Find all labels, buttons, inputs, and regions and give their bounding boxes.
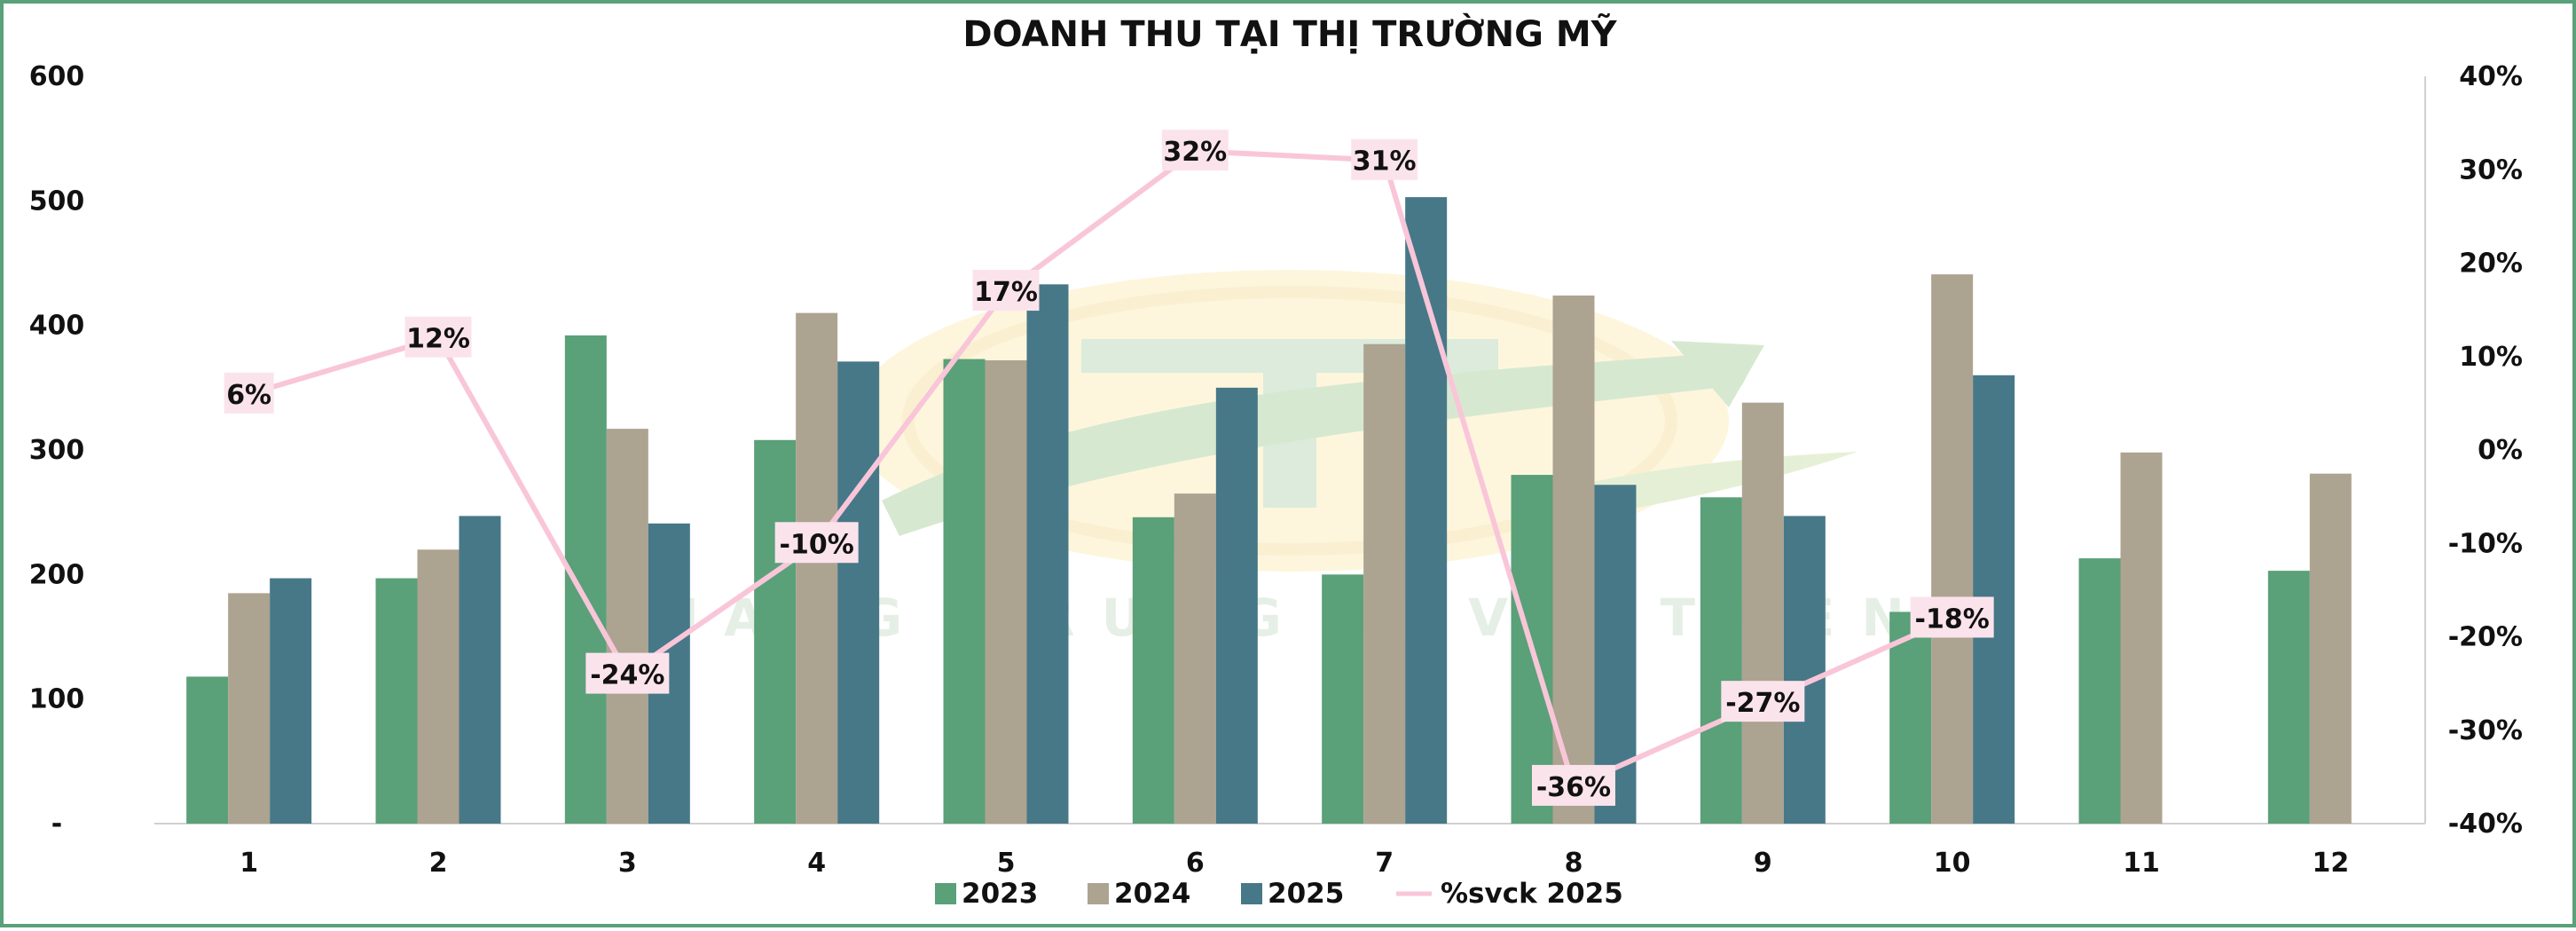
pct-line-series: 6% 12% -24% -10% 17% 32% 31% -36% -27% -18%: [224, 130, 1994, 806]
x-tick-label: 3: [618, 848, 637, 879]
legend-label: %svck 2025: [1441, 878, 1623, 910]
x-tick-label: 11: [2123, 848, 2160, 879]
bar-2023-10: [1889, 611, 1932, 824]
x-axis: 1 2 3 4 5 6 7 8 9 10 11 12: [240, 848, 2349, 879]
bar-2025-2: [459, 516, 501, 824]
bar-2023-11: [2078, 558, 2121, 824]
bar-2023-7: [1322, 574, 1364, 824]
right-axis: -40% -30% -20% -10% 0% 10% 20% 30% 40%: [2424, 61, 2523, 840]
pct-label-box: [1721, 681, 1805, 722]
pct-data-label: -18%: [1915, 604, 1990, 635]
y-right-tick-label: 30%: [2459, 154, 2523, 185]
pct-data-label: 17%: [974, 277, 1038, 308]
bar-2025-6: [1215, 387, 1258, 824]
legend: 2023 2024 2025 %svck 2025: [935, 878, 1623, 910]
pct-data-label: -24%: [590, 660, 664, 691]
pct-label-box: [404, 316, 472, 358]
bar-2025-9: [1783, 516, 1826, 824]
bar-2024-12: [2309, 473, 2352, 824]
pct-label-box: [1910, 596, 1994, 638]
pct-data-label: 32%: [1163, 137, 1227, 168]
y-left-tick-label: 400: [29, 311, 85, 342]
bar-2023-6: [1132, 517, 1174, 824]
bar-2023-12: [2267, 571, 2310, 824]
pct-line: [247, 148, 1953, 789]
bar-2024-2: [417, 549, 459, 824]
x-tick-label: 1: [240, 848, 258, 879]
bar-2024-11: [2120, 452, 2163, 824]
legend-swatch: [935, 883, 956, 904]
y-left-tick-label: 100: [29, 684, 85, 715]
bar-2024-6: [1174, 493, 1216, 824]
pct-data-label: -36%: [1536, 772, 1611, 803]
bar-2023-1: [186, 676, 229, 824]
x-tick-label: 2: [429, 848, 448, 879]
legend-label: 2023: [962, 878, 1038, 910]
y-right-tick-label: 0%: [2478, 435, 2523, 466]
bar-2023-2: [375, 578, 418, 824]
bar-2025-1: [270, 578, 312, 824]
bar-2023-4: [754, 439, 797, 824]
pct-label-box: [1532, 764, 1615, 806]
bar-2024-3: [606, 429, 648, 824]
y-left-tick-label: 200: [29, 559, 85, 590]
y-left-tick-label: 500: [29, 185, 85, 217]
pct-label-box: [1351, 138, 1418, 180]
y-right-tick-label: 40%: [2459, 61, 2523, 92]
bar-2024-10: [1931, 274, 1974, 824]
pct-data-label: -10%: [780, 529, 854, 560]
pct-data-label: 12%: [406, 324, 470, 355]
revenue-chart: QUANG TRUNG INVESTMENT DOANH THU TẠI THỊ…: [29, 12, 2523, 910]
bar-series: [186, 197, 2352, 824]
pct-label-box: [224, 372, 274, 414]
bar-2025-5: [1026, 284, 1069, 824]
bar-2024-1: [228, 593, 271, 824]
bar-2025-4: [837, 361, 880, 824]
bar-2023-9: [1700, 497, 1742, 824]
bar-2024-9: [1741, 402, 1784, 824]
x-tick-label: 7: [1375, 848, 1394, 879]
bar-2023-5: [943, 359, 986, 824]
x-tick-label: 5: [997, 848, 1016, 879]
y-right-tick-label: -30%: [2448, 715, 2523, 746]
pct-data-label: 6%: [226, 380, 271, 411]
pct-label-box: [1161, 130, 1229, 171]
legend-label: 2025: [1268, 878, 1344, 910]
x-tick-label: 8: [1565, 848, 1583, 879]
y-right-tick-label: -40%: [2448, 809, 2523, 840]
x-tick-label: 6: [1186, 848, 1205, 879]
y-right-tick-label: -10%: [2448, 528, 2523, 559]
pct-data-label: 31%: [1353, 146, 1417, 178]
pct-label-box: [585, 652, 670, 694]
y-right-tick-label: 20%: [2459, 249, 2523, 280]
x-tick-label: 4: [807, 848, 826, 879]
bar-2024-7: [1363, 343, 1406, 824]
x-tick-label: 9: [1754, 848, 1772, 879]
x-tick-label: 10: [1934, 848, 1971, 879]
y-left-tick-label: 600: [29, 61, 85, 92]
y-left-tick-label: 300: [29, 435, 85, 466]
pct-label-box: [774, 522, 859, 564]
bar-2024-5: [985, 359, 1027, 824]
legend-swatch: [1088, 883, 1109, 904]
legend-swatch: [1241, 883, 1262, 904]
pct-data-label: -27%: [1725, 688, 1800, 719]
legend-label: 2024: [1114, 878, 1190, 910]
left-axis: - 100 200 300 400 500 600: [29, 61, 2425, 840]
pct-label-box: [972, 270, 1040, 312]
bar-2024-4: [796, 312, 838, 824]
chart-title: DOANH THU TẠI THỊ TRƯỜNG MỸ: [962, 12, 1617, 55]
y-right-tick-label: 10%: [2459, 342, 2523, 373]
y-right-tick-label: -20%: [2448, 622, 2523, 653]
y-left-tick-label: -: [51, 809, 62, 840]
x-tick-label: 12: [2312, 848, 2349, 879]
